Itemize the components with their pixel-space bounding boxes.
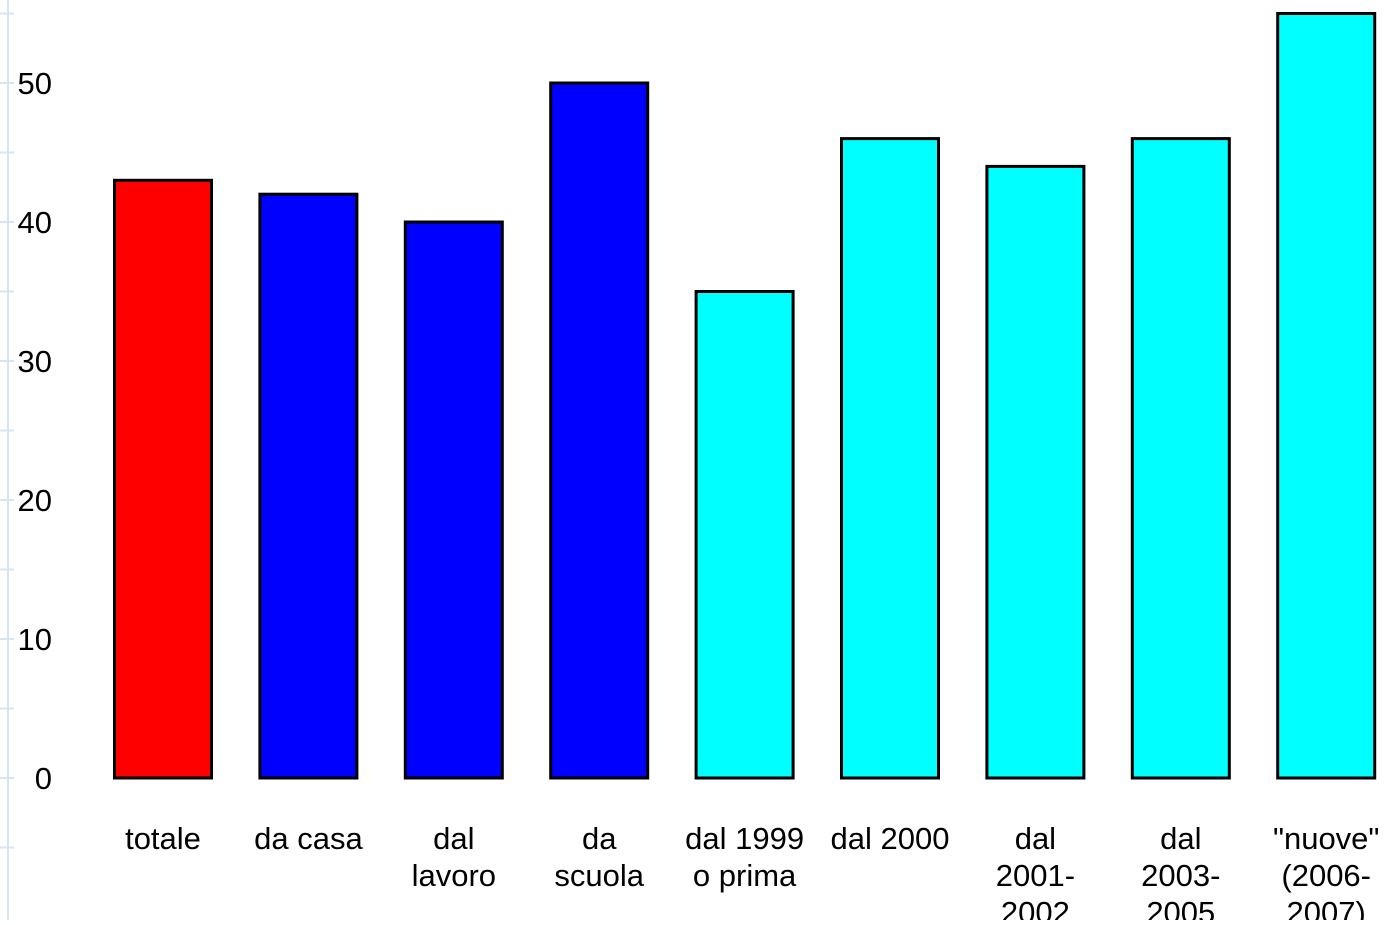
x-tick-label-line: 2005 <box>1146 895 1215 920</box>
bar <box>258 192 359 780</box>
y-tick-label: 50 <box>18 66 52 101</box>
x-tick-label: dal 2000 <box>831 821 950 856</box>
x-tick-label-line: o prima <box>693 858 797 893</box>
x-tick-label-line: scuola <box>554 858 644 893</box>
x-tick-label-line: dal <box>1160 821 1201 856</box>
y-tick-label: 0 <box>35 761 52 796</box>
x-tick-label: dal 2003-2005 <box>1141 821 1220 920</box>
x-tick-label-line: dal 2000 <box>831 821 950 856</box>
x-tick-label-line: da <box>582 821 617 856</box>
bar <box>694 290 795 780</box>
x-tick-label-line: 2007) <box>1287 895 1366 920</box>
bar <box>1130 137 1231 780</box>
bar <box>549 81 650 780</box>
x-tick-label-line: 2003- <box>1141 858 1220 893</box>
x-tick-label-line: 2001- <box>996 858 1075 893</box>
x-tick-label-line: (2006- <box>1281 858 1371 893</box>
x-tick-label: "nuove" (2006-2007) <box>1273 821 1379 920</box>
x-tick-label-line: dal <box>433 821 474 856</box>
bar <box>840 137 940 780</box>
bar <box>113 178 213 780</box>
x-tick-label-line: dal <box>1015 821 1056 856</box>
y-tick-label: 30 <box>18 344 52 379</box>
bar <box>985 164 1086 780</box>
bar <box>403 220 504 780</box>
x-tick-label-line: dal 1999 <box>685 821 804 856</box>
x-tick-label-line: lavoro <box>412 858 496 893</box>
x-tick-label: da scuola <box>554 821 644 893</box>
x-tick-label-line: "nuove" <box>1273 821 1379 856</box>
x-tick-label: dal 2001-2002 <box>996 821 1075 920</box>
bar <box>1276 12 1377 780</box>
x-tick-label: dal lavoro <box>412 821 496 893</box>
y-tick-label: 10 <box>18 622 52 657</box>
x-tick-label-line: totale <box>125 821 201 856</box>
x-tick-label-line: 2002 <box>1001 895 1070 920</box>
x-tick-label: da casa <box>254 821 363 856</box>
x-tick-label: totale <box>125 821 201 856</box>
x-tick-label-line: da casa <box>254 821 363 856</box>
x-tick-label: dal 1999 o prima <box>685 821 804 893</box>
y-tick-label: 20 <box>18 483 52 518</box>
y-tick-label: 40 <box>18 205 52 240</box>
